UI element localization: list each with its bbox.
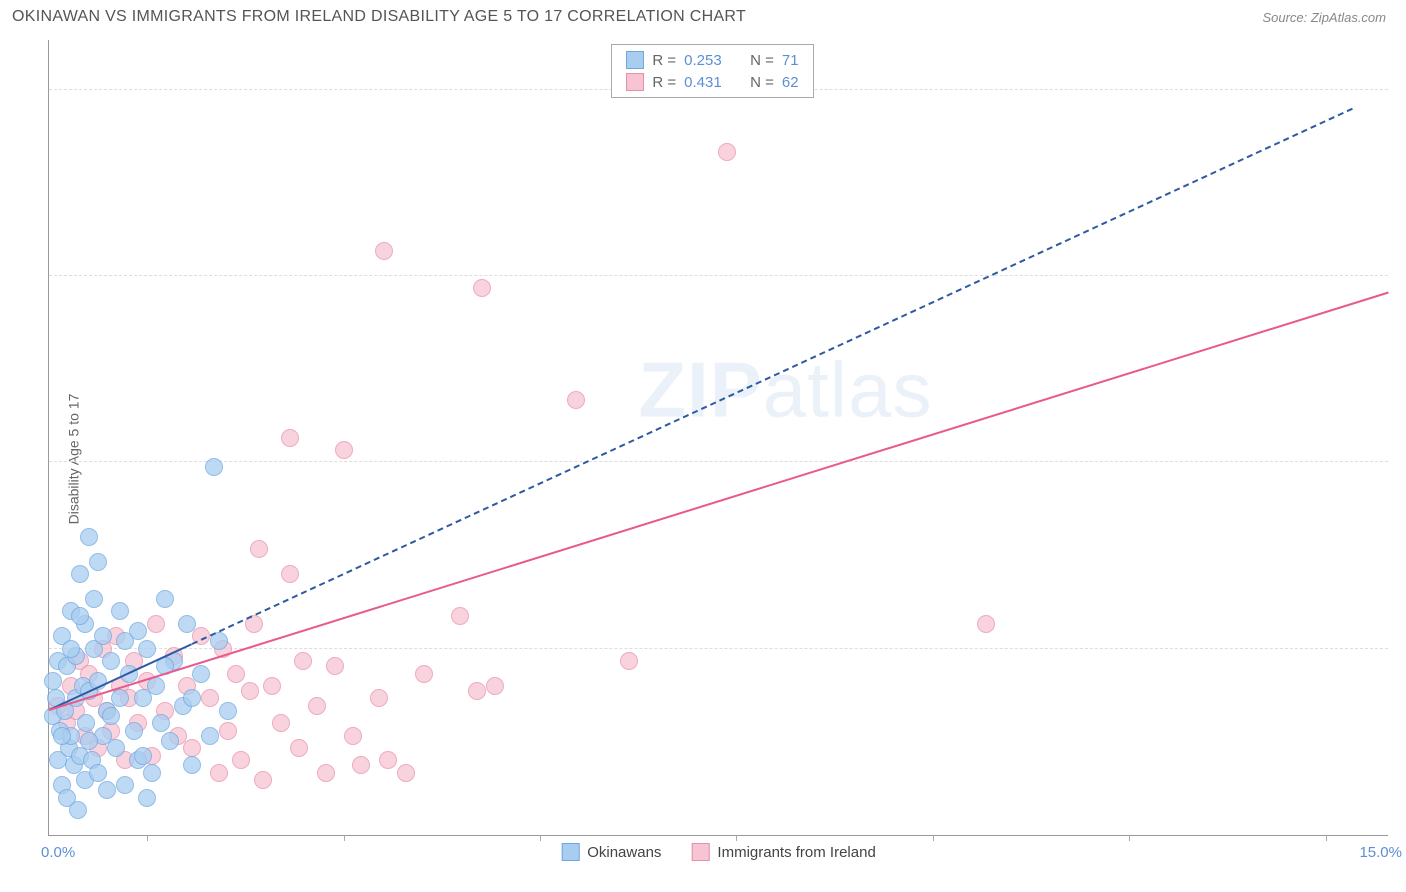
scatter-point-series1 [62, 640, 80, 658]
scatter-point-series1 [125, 722, 143, 740]
scatter-point-series2 [294, 652, 312, 670]
x-tick [1129, 835, 1130, 841]
scatter-point-series1 [80, 732, 98, 750]
scatter-point-series2 [375, 242, 393, 260]
scatter-point-series2 [335, 441, 353, 459]
scatter-point-series2 [227, 665, 245, 683]
scatter-point-series1 [111, 602, 129, 620]
scatter-point-series1 [138, 789, 156, 807]
scatter-point-series2 [718, 143, 736, 161]
trend-line [191, 108, 1352, 645]
x-tick [736, 835, 737, 841]
scatter-point-series2 [232, 751, 250, 769]
scatter-point-series2 [352, 756, 370, 774]
scatter-point-series1 [156, 590, 174, 608]
scatter-point-series2 [241, 682, 259, 700]
scatter-point-series2 [326, 657, 344, 675]
scatter-point-series2 [344, 727, 362, 745]
scatter-point-series2 [486, 677, 504, 695]
x-tick [344, 835, 345, 841]
legend-swatch [626, 73, 644, 91]
scatter-point-series2 [567, 391, 585, 409]
scatter-point-series2 [272, 714, 290, 732]
x-tick [540, 835, 541, 841]
scatter-point-series2 [620, 652, 638, 670]
scatter-point-series2 [451, 607, 469, 625]
legend-swatch [691, 843, 709, 861]
scatter-point-series1 [107, 739, 125, 757]
scatter-point-series1 [44, 672, 62, 690]
scatter-point-series2 [281, 429, 299, 447]
scatter-point-series2 [250, 540, 268, 558]
source-attribution: Source: ZipAtlas.com [1262, 10, 1386, 25]
chart-title: OKINAWAN VS IMMIGRANTS FROM IRELAND DISA… [12, 8, 746, 26]
scatter-point-series1 [219, 702, 237, 720]
scatter-point-series1 [116, 776, 134, 794]
scatter-point-series1 [183, 756, 201, 774]
plot-area: ZIPatlas 0.0% 15.0% 7.5%15.0%22.5%30.0%R… [48, 40, 1388, 836]
scatter-point-series2 [219, 722, 237, 740]
scatter-point-series2 [308, 697, 326, 715]
scatter-point-series2 [397, 764, 415, 782]
scatter-point-series2 [263, 677, 281, 695]
scatter-point-series1 [102, 652, 120, 670]
legend-row: R =0.253N =71 [626, 49, 798, 71]
scatter-point-series1 [71, 607, 89, 625]
scatter-point-series1 [102, 707, 120, 725]
gridline [49, 461, 1388, 462]
scatter-point-series1 [134, 747, 152, 765]
legend-swatch [626, 51, 644, 69]
scatter-point-series2 [977, 615, 995, 633]
scatter-point-series1 [201, 727, 219, 745]
correlation-legend: R =0.253N =71R =0.431N =62 [611, 44, 813, 98]
scatter-point-series2 [201, 689, 219, 707]
scatter-point-series1 [53, 727, 71, 745]
scatter-point-series1 [183, 689, 201, 707]
scatter-point-series2 [379, 751, 397, 769]
scatter-point-series1 [89, 764, 107, 782]
scatter-point-series2 [415, 665, 433, 683]
scatter-point-series1 [77, 714, 95, 732]
scatter-point-series1 [138, 640, 156, 658]
legend-row: R =0.431N =62 [626, 71, 798, 93]
scatter-point-series2 [317, 764, 335, 782]
scatter-point-series2 [254, 771, 272, 789]
watermark: ZIPatlas [638, 344, 932, 435]
scatter-point-series1 [85, 590, 103, 608]
legend-swatch [561, 843, 579, 861]
scatter-point-series1 [98, 781, 116, 799]
gridline [49, 275, 1388, 276]
scatter-point-series1 [80, 528, 98, 546]
scatter-point-series2 [147, 615, 165, 633]
scatter-point-series1 [89, 553, 107, 571]
scatter-point-series2 [473, 279, 491, 297]
scatter-point-series1 [71, 565, 89, 583]
scatter-point-series2 [290, 739, 308, 757]
scatter-point-series2 [183, 739, 201, 757]
scatter-point-series2 [281, 565, 299, 583]
scatter-point-series1 [69, 801, 87, 819]
scatter-point-series1 [111, 689, 129, 707]
scatter-point-series1 [152, 714, 170, 732]
legend-item: Okinawans [561, 843, 661, 861]
x-axis-max-label: 15.0% [1359, 844, 1402, 861]
scatter-point-series1 [192, 665, 210, 683]
scatter-point-series2 [370, 689, 388, 707]
x-tick [933, 835, 934, 841]
scatter-point-series1 [143, 764, 161, 782]
scatter-point-series1 [178, 615, 196, 633]
correlation-chart: Disability Age 5 to 17 ZIPatlas 0.0% 15.… [0, 34, 1406, 884]
scatter-point-series1 [205, 458, 223, 476]
x-tick [1326, 835, 1327, 841]
scatter-point-series1 [94, 627, 112, 645]
x-axis-min-label: 0.0% [41, 844, 75, 861]
legend-item: Immigrants from Ireland [691, 843, 875, 861]
scatter-point-series1 [116, 632, 134, 650]
scatter-point-series1 [161, 732, 179, 750]
series-legend: Okinawans Immigrants from Ireland [561, 843, 876, 861]
scatter-point-series2 [468, 682, 486, 700]
x-tick [147, 835, 148, 841]
scatter-point-series2 [210, 764, 228, 782]
